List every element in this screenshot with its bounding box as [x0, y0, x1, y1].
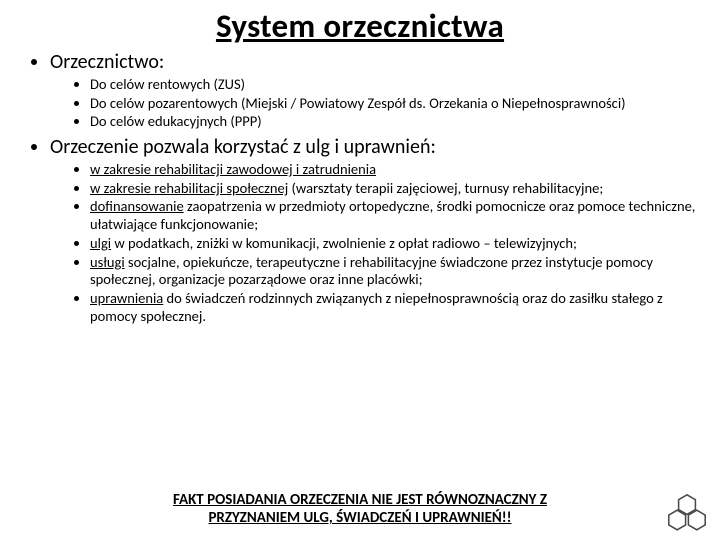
sub-item: dofinansowanie zaopatrzenia w przedmioty… [90, 198, 698, 233]
section-heading-2-text: Orzeczenie pozwala korzystać z ulg i upr… [50, 135, 436, 159]
underlined-term: uprawnienia [90, 289, 163, 307]
item-rest: w podatkach, zniżki w komunikacji, zwoln… [111, 234, 577, 252]
sub-item: ulgi w podatkach, zniżki w komunikacji, … [90, 235, 698, 253]
underlined-term: w zakresie rehabilitacji społecznej [90, 179, 288, 197]
bullet-list-top: Orzecznictwo: Do celów rentowych (ZUS) D… [22, 50, 698, 325]
sub-item: w zakresie rehabilitacji społecznej (war… [90, 180, 698, 198]
underlined-term: w zakresie rehabilitacji zawodowej i zat… [90, 160, 376, 178]
sub-list-1: Do celów rentowych (ZUS) Do celów pozare… [50, 76, 698, 131]
hexagon-logo-icon [666, 492, 708, 534]
section-heading-1-text: Orzecznictwo: [50, 50, 164, 74]
sub-item: uprawnienia do świadczeń rodzinnych zwią… [90, 290, 698, 325]
section-heading-2: Orzeczenie pozwala korzystać z ulg i upr… [50, 135, 698, 325]
sub-item: Do celów pozarentowych (Miejski / Powiat… [90, 95, 698, 113]
footer-line-2: PRZYZNANIEM ULG, ŚWIADCZEŃ I UPRAWNIEŃ!! [208, 509, 511, 527]
item-rest: socjalne, opiekuńcze, terapeutyczne i re… [90, 253, 653, 289]
sub-item: Do celów rentowych (ZUS) [90, 76, 698, 94]
sub-item: w zakresie rehabilitacji zawodowej i zat… [90, 161, 698, 179]
slide-title: System orzecznictwa [22, 6, 698, 46]
section-heading-1: Orzecznictwo: Do celów rentowych (ZUS) D… [50, 50, 698, 131]
underlined-term: dofinansowanie [90, 197, 184, 215]
slide: System orzecznictwa Orzecznictwo: Do cel… [0, 0, 720, 540]
sub-item: Do celów edukacyjnych (PPP) [90, 113, 698, 131]
item-rest: (warsztaty terapii zajęciowej, turnusy r… [288, 179, 603, 197]
footer-note: FAKT POSIADANIA ORZECZENIA NIE JEST RÓWN… [0, 491, 720, 529]
underlined-term: ulgi [90, 234, 111, 252]
item-rest: do świadczeń rodzinnych związanych z nie… [90, 289, 663, 325]
sub-list-2: w zakresie rehabilitacji zawodowej i zat… [50, 161, 698, 325]
footer-line-1: FAKT POSIADANIA ORZECZENIA NIE JEST RÓWN… [173, 491, 547, 509]
underlined-term: usługi [90, 253, 125, 271]
sub-item: usługi socjalne, opiekuńcze, terapeutycz… [90, 254, 698, 289]
